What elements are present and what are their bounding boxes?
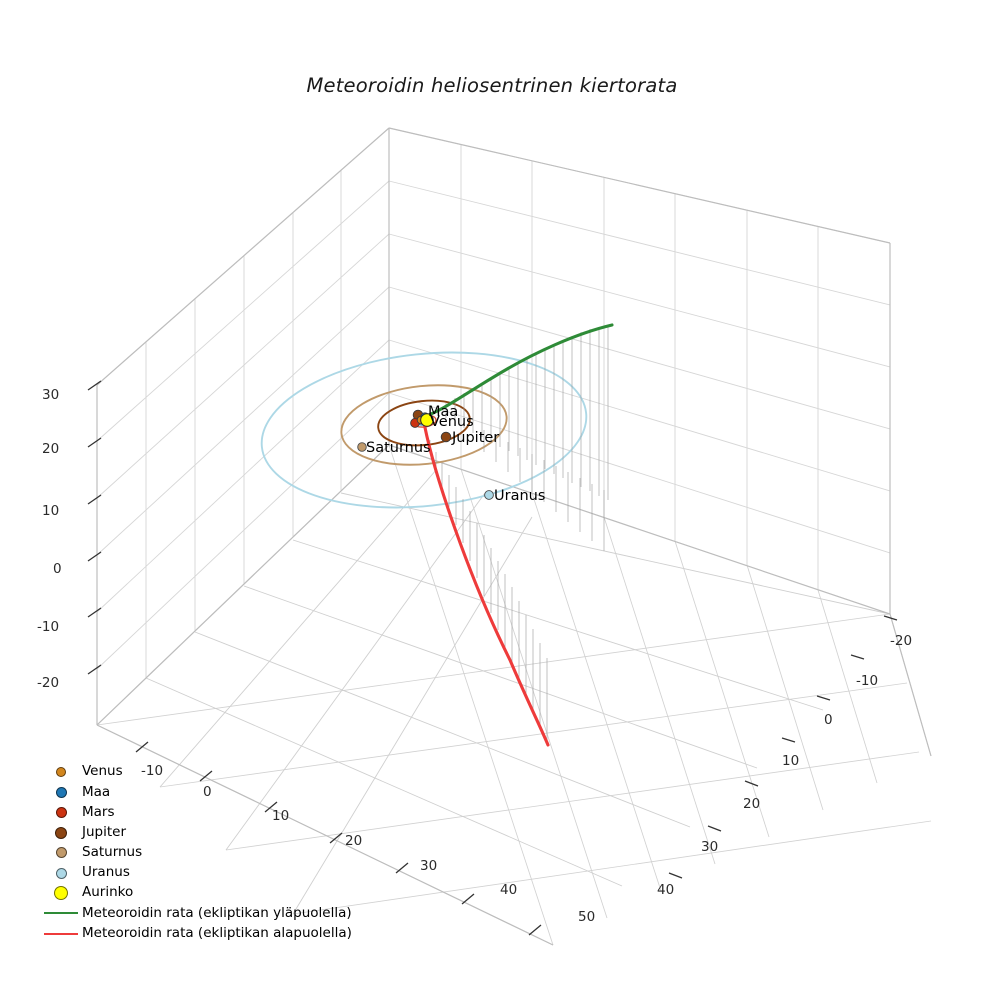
legend-item-trajectory-below: Meteoroidin rata (ekliptikan alapuolella… (40, 924, 352, 944)
tick-label-x: 50 (578, 909, 596, 925)
body-label-uranus: Uranus (494, 488, 546, 504)
orbit-saturnus (340, 384, 508, 466)
orbit-jupiter (377, 399, 471, 447)
trajectory-above-ecliptic (421, 323, 614, 419)
legend-marker-saturnus (40, 847, 82, 859)
legend-marker-mars (40, 806, 82, 818)
tick-label-z: 30 (42, 387, 60, 403)
pane-left-wall (96, 127, 390, 726)
legend-marker-trajectory-below (40, 932, 82, 935)
legend-marker-venus (40, 767, 82, 778)
tick-label-z: -20 (37, 675, 60, 691)
body-marker-aurinko (420, 413, 434, 427)
legend-item-aurinko: Aurinko (40, 883, 352, 903)
orbit-uranus (260, 351, 588, 509)
legend-item-uranus: Uranus (40, 863, 352, 883)
tick-label-x: 0 (203, 784, 212, 800)
tick-label-x: 10 (272, 808, 290, 824)
tick-label-y: 10 (782, 753, 800, 769)
legend-item-maa: Maa (40, 782, 352, 802)
tick-label-z: 20 (42, 441, 60, 457)
legend-label-mars: Mars (82, 803, 115, 820)
tick-label-x: 40 (500, 882, 518, 898)
tick-label-y: 0 (824, 712, 833, 728)
tick-label-y: -20 (890, 633, 913, 649)
tick-label-x: 30 (420, 858, 438, 874)
legend-label-aurinko: Aurinko (82, 884, 134, 901)
tick-label-y: 20 (743, 796, 761, 812)
tick-label-x: 20 (345, 833, 363, 849)
tick-label-y: 30 (701, 839, 719, 855)
tick-label-z: 10 (42, 503, 60, 519)
chart-legend: Venus Maa Mars Jupiter Saturnus (40, 762, 352, 944)
tick-label-y: 40 (657, 882, 675, 898)
legend-marker-maa (40, 786, 82, 798)
legend-label-venus: Venus (82, 763, 123, 780)
trajectory-droplines (426, 325, 609, 745)
legend-marker-trajectory-above (40, 912, 82, 915)
tick-label-y: -10 (856, 673, 879, 689)
legend-marker-uranus (40, 867, 82, 879)
chart-title: Meteoroidin heliosentrinen kiertorata (306, 74, 678, 97)
body-label-jupiter: Jupiter (452, 430, 500, 446)
legend-item-saturnus: Saturnus (40, 843, 352, 863)
legend-item-mars: Mars (40, 802, 352, 822)
trajectory-below-ecliptic (421, 415, 550, 747)
legend-label-maa: Maa (82, 783, 111, 800)
tick-label-z: 0 (53, 561, 62, 577)
tick-marks-y (668, 615, 898, 879)
body-marker-saturnus (357, 442, 367, 452)
body-label-saturnus: Saturnus (366, 440, 431, 456)
body-label-venus: Venus (430, 414, 474, 430)
legend-label-jupiter: Jupiter (82, 823, 127, 840)
legend-item-venus: Venus (40, 762, 352, 782)
body-marker-uranus (484, 490, 494, 500)
legend-marker-aurinko (40, 886, 82, 901)
tick-label-x: -10 (141, 763, 164, 779)
legend-item-trajectory-above: Meteoroidin rata (ekliptikan yläpuolella… (40, 903, 352, 923)
legend-marker-jupiter (40, 826, 82, 839)
legend-label-trajectory-below: Meteoroidin rata (ekliptikan alapuolella… (82, 924, 352, 941)
legend-label-saturnus: Saturnus (82, 844, 143, 861)
legend-label-uranus: Uranus (82, 864, 130, 881)
tick-marks-z (87, 380, 102, 675)
body-marker-jupiter (440, 431, 452, 443)
legend-label-trajectory-above: Meteoroidin rata (ekliptikan yläpuolella… (82, 904, 352, 921)
legend-item-jupiter: Jupiter (40, 823, 352, 843)
tick-marks-x (135, 741, 542, 936)
tick-label-z: -10 (37, 619, 60, 635)
body-label-maa: Maa (428, 404, 459, 420)
